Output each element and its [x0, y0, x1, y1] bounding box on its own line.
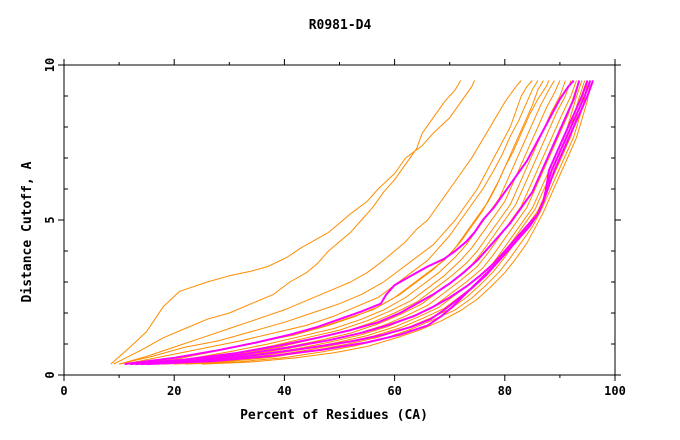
series-line-23	[146, 80, 594, 366]
plot-series-group	[110, 79, 594, 366]
y-axis-ticks: 0 5 10	[43, 58, 621, 379]
series-line-8	[135, 80, 555, 365]
series-line-16	[174, 80, 588, 365]
series-line-1	[110, 80, 475, 365]
series-line-7	[130, 80, 550, 365]
x-tick-label: 20	[167, 384, 181, 398]
y-tick-label: 0	[43, 371, 57, 378]
x-tick-label: 40	[277, 384, 291, 398]
series-line-4	[118, 80, 533, 365]
series-line-14	[157, 80, 583, 365]
series-line-5	[124, 80, 539, 365]
chart-title: R0981-D4	[309, 18, 372, 33]
series-line-17	[185, 80, 588, 365]
x-tick-label: 60	[387, 384, 401, 398]
series-line-3	[118, 80, 522, 365]
x-tick-label: 100	[604, 384, 626, 398]
x-axis-label: Percent of Residues (CA)	[240, 408, 428, 423]
y-axis-label: Distance Cutoff, A	[20, 161, 35, 302]
series-line-19	[124, 79, 575, 366]
series-line-20	[130, 80, 581, 366]
series-line-11	[146, 80, 572, 365]
series-line-21	[135, 80, 589, 366]
y-tick-label: 5	[43, 216, 57, 223]
y-tick-label: 10	[43, 58, 57, 72]
x-tick-label: 80	[498, 384, 512, 398]
x-axis-ticks: 0 20 40 60 80 100	[60, 59, 626, 398]
x-tick-label: 0	[60, 384, 67, 398]
series-line-9	[141, 80, 561, 365]
series-line-13	[152, 80, 580, 365]
series-line-18	[201, 80, 591, 365]
series-line-2	[113, 80, 462, 365]
